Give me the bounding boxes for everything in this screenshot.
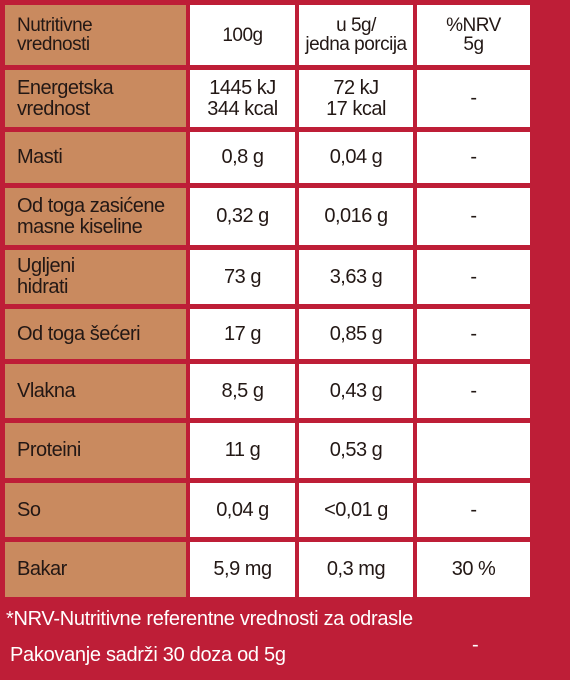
table-cell: - — [417, 250, 530, 304]
package-note: Pakovanje sadrži 30 doza od 5g — [10, 644, 286, 666]
table-cell: - — [417, 132, 530, 183]
table-cell: Masti — [5, 132, 186, 183]
table-cell: Vlakna — [5, 364, 186, 418]
table-cell: - — [417, 309, 530, 359]
table-cell: 0,53 g — [299, 423, 413, 478]
table-cell: 0,04 g — [190, 483, 295, 537]
table-cell: Bakar — [5, 542, 186, 597]
table-cell: - — [417, 364, 530, 418]
table-cell: Proteini — [5, 423, 186, 478]
dash-mark: - — [472, 634, 479, 656]
table-cell: 72 kJ 17 kcal — [299, 70, 413, 127]
table-cell: 0,32 g — [190, 188, 295, 245]
table-cell: - — [417, 70, 530, 127]
table-cell: Ugljeni hidrati — [5, 250, 186, 304]
table-cell: - — [417, 483, 530, 537]
table-cell — [417, 423, 530, 478]
table-cell: <0,01 g — [299, 483, 413, 537]
table-cell: 73 g — [190, 250, 295, 304]
table-cell: 0,016 g — [299, 188, 413, 245]
header-cell: Nutritivne vrednosti — [5, 5, 186, 65]
header-cell: %NRV 5g — [417, 5, 530, 65]
table-cell: 17 g — [190, 309, 295, 359]
table-cell: 0,3 mg — [299, 542, 413, 597]
table-cell: 5,9 mg — [190, 542, 295, 597]
table-cell: 1445 kJ 344 kcal — [190, 70, 295, 127]
table-cell: 0,43 g — [299, 364, 413, 418]
table-cell: - — [417, 188, 530, 245]
header-cell: 100g — [190, 5, 295, 65]
table-cell: Od toga zasićene masne kiseline — [5, 188, 186, 245]
footnote: *NRV-Nutritivne referentne vrednosti za … — [6, 608, 413, 630]
table-cell: 3,63 g — [299, 250, 413, 304]
table-cell: Od toga šećeri — [5, 309, 186, 359]
table-cell: 0,04 g — [299, 132, 413, 183]
header-cell: u 5g/ jedna porcija — [299, 5, 413, 65]
table-cell: 8,5 g — [190, 364, 295, 418]
table-cell: 0,8 g — [190, 132, 295, 183]
table-cell: 0,85 g — [299, 309, 413, 359]
table-cell: Energetska vrednost — [5, 70, 186, 127]
table-cell: 30 % — [417, 542, 530, 597]
table-cell: So — [5, 483, 186, 537]
table-cell: 11 g — [190, 423, 295, 478]
